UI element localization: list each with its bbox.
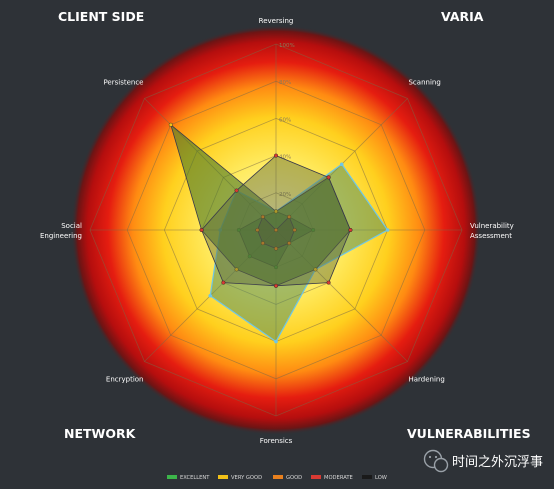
corner-label-varia: VARIA bbox=[441, 9, 484, 24]
series-point-moderate bbox=[199, 227, 204, 232]
axis-label: Scanning bbox=[408, 79, 440, 87]
axis-label: Encryption bbox=[106, 375, 144, 383]
series-point-good bbox=[287, 241, 292, 246]
series-point-moderate bbox=[326, 175, 331, 180]
legend-label: VERY GOOD bbox=[231, 475, 262, 481]
axis-label: Vulnerability Assessment bbox=[470, 222, 514, 240]
axis-label: Hardening bbox=[408, 375, 444, 383]
series-point-moderate bbox=[274, 153, 279, 158]
series-point-good bbox=[255, 227, 260, 232]
series-point-moderate bbox=[221, 280, 226, 285]
legend-label: LOW bbox=[375, 475, 387, 481]
series-point-good bbox=[274, 246, 279, 251]
legend-swatch bbox=[218, 475, 228, 479]
axis-label: Forensics bbox=[260, 437, 293, 445]
corner-label-network: NETWORK bbox=[64, 426, 137, 441]
series-point-good bbox=[274, 227, 279, 232]
legend: EXCELLENT VERY GOOD GOOD MODERATE LOW bbox=[167, 475, 387, 481]
watermark: 时间之外沉浮事 bbox=[423, 449, 543, 473]
series-point-very-good bbox=[274, 209, 279, 214]
wechat-icon bbox=[423, 449, 449, 473]
series-layer bbox=[168, 122, 390, 344]
series-point-highlight bbox=[339, 162, 344, 167]
ring-label: 80% bbox=[279, 80, 291, 86]
series-point-very-good bbox=[313, 267, 318, 272]
axis-label: Persistence bbox=[103, 79, 143, 87]
series-point-highlight bbox=[274, 339, 278, 344]
series-point-moderate bbox=[234, 188, 239, 193]
corner-label-vulnerabilities: VULNERABILITIES bbox=[407, 426, 531, 441]
ring-label: 20% bbox=[279, 192, 291, 198]
ring-label: 40% bbox=[279, 155, 291, 161]
series-point-highlight bbox=[208, 293, 213, 298]
watermark-text: 时间之外沉浮事 bbox=[452, 455, 543, 470]
legend-label: GOOD bbox=[286, 475, 302, 481]
series-point-good bbox=[287, 214, 292, 219]
series-point-good bbox=[260, 214, 265, 219]
axis-label: Reversing bbox=[259, 17, 294, 25]
series-point-good bbox=[292, 227, 297, 232]
axis-label: Social Engineering bbox=[40, 222, 82, 240]
series-point-moderate bbox=[326, 280, 331, 285]
legend-swatch bbox=[362, 475, 372, 479]
corner-label-client-side: CLIENT SIDE bbox=[58, 9, 144, 24]
series-point-good bbox=[260, 241, 265, 246]
legend-label: EXCELLENT bbox=[180, 475, 210, 481]
axis-labels: Reversing Scanning Vulnerability Assessment… bbox=[40, 17, 514, 445]
series-point-moderate bbox=[348, 227, 353, 232]
legend-swatch bbox=[273, 475, 283, 479]
series-point-moderate bbox=[274, 283, 279, 288]
series-point-highlight bbox=[385, 228, 390, 232]
series-point-very-good bbox=[234, 267, 239, 272]
legend-label: MODERATE bbox=[324, 475, 353, 481]
legend-swatch bbox=[311, 475, 321, 479]
ring-label: 60% bbox=[279, 117, 291, 123]
series-point-very-good bbox=[168, 122, 173, 127]
legend-swatch bbox=[167, 475, 177, 479]
ring-label: 100% bbox=[279, 43, 295, 49]
ring-labels: 20% 40% 60% 80% 100% bbox=[279, 43, 295, 198]
